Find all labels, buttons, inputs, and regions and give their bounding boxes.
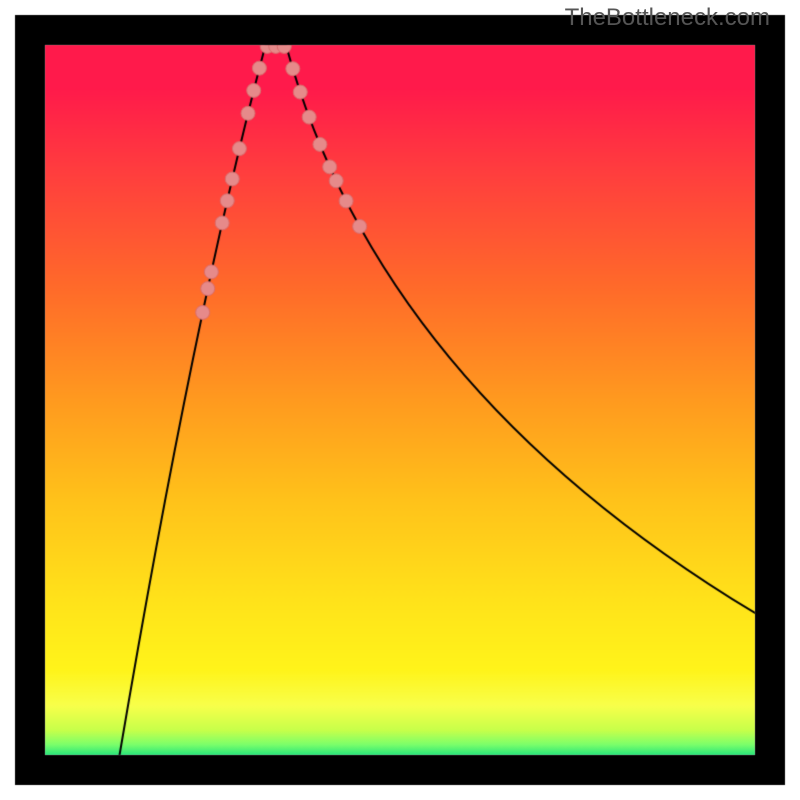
plot-border <box>0 0 800 800</box>
watermark-text: TheBottleneck.com <box>565 4 770 32</box>
